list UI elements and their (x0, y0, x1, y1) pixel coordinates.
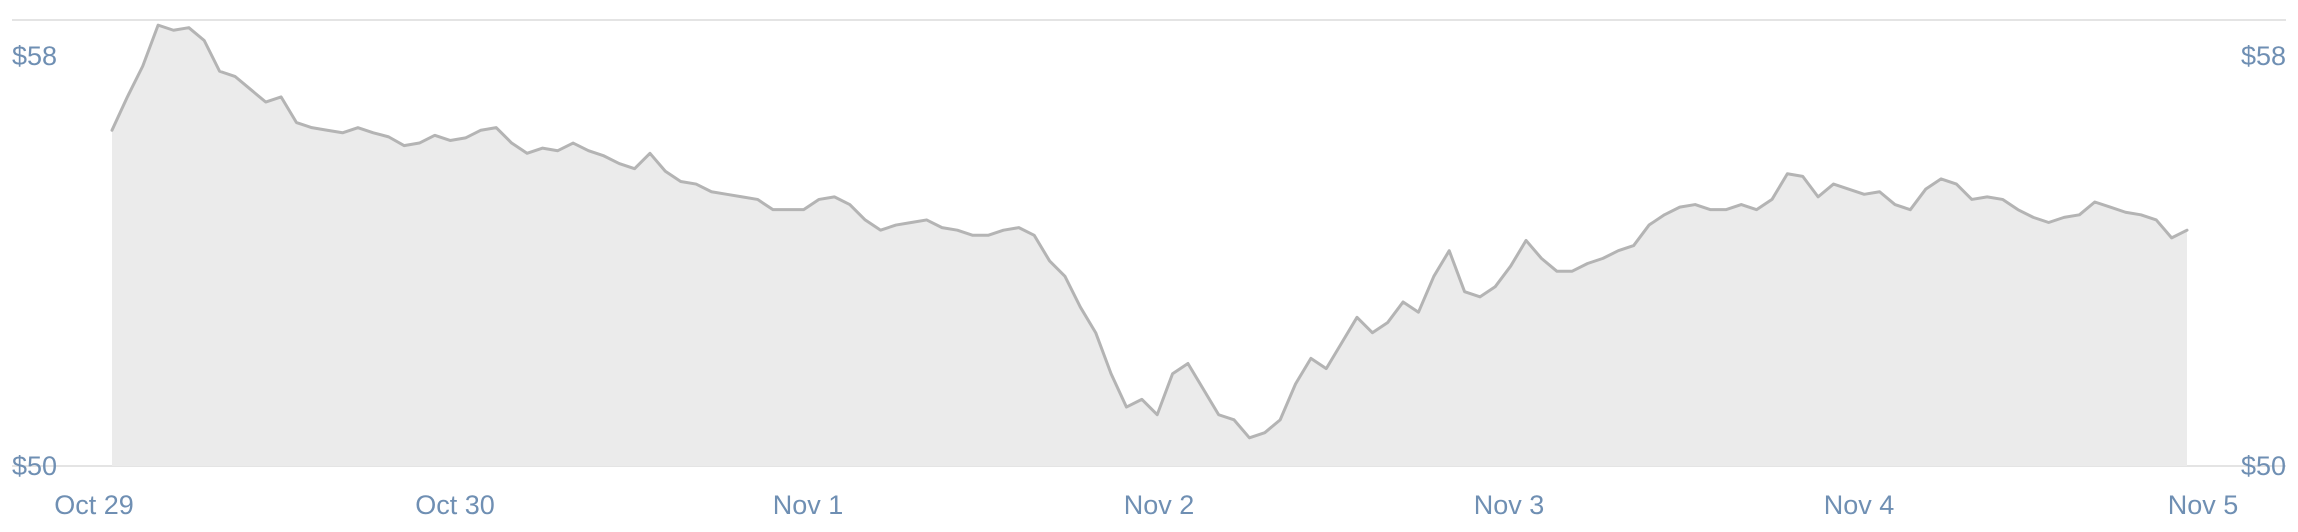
price-area-fill (112, 25, 2187, 466)
x-axis-tick-labels: Oct 29 Oct 30 Nov 1 Nov 2 Nov 3 Nov 4 Nov 5 (54, 490, 2238, 520)
y-tick-label-left: $50 (12, 451, 57, 481)
x-tick-label: Nov 2 (1124, 490, 1195, 520)
x-tick-label: Nov 5 (2168, 490, 2239, 520)
x-tick-label: Nov 4 (1824, 490, 1895, 520)
y-tick-label-left: $58 (12, 41, 57, 71)
x-tick-label: Nov 3 (1474, 490, 1545, 520)
y-axis-tick-labels: $58 $58 $50 $50 (12, 41, 2286, 481)
price-area-layer (112, 25, 2187, 466)
price-line (110, 23, 2189, 440)
x-tick-label: Nov 1 (773, 490, 844, 520)
x-tick-label: Oct 30 (415, 490, 495, 520)
y-tick-label-right: $50 (2241, 451, 2286, 481)
y-tick-label-right: $58 (2241, 41, 2286, 71)
x-tick-label: Oct 29 (54, 490, 134, 520)
price-line-layer (110, 23, 2189, 440)
